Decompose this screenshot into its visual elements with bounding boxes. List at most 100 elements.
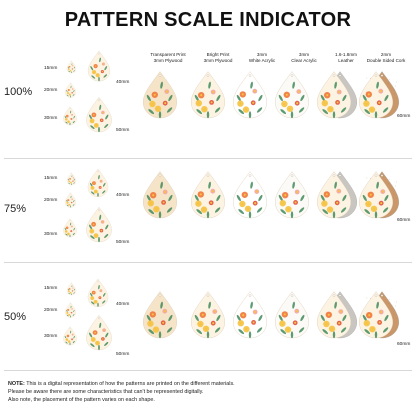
white-acrylic-icon (233, 71, 267, 119)
size-label-15mm: 15mm (44, 286, 58, 291)
column-header-line: 3mm Plywood (153, 58, 183, 63)
teardrop-sample (356, 170, 396, 220)
size-label-50mm: 50mm (116, 352, 130, 357)
teardrop-sample (84, 314, 114, 351)
leather-front-icon (317, 71, 351, 119)
size-label-30mm: 30mm (44, 116, 58, 121)
teardrop-sample (314, 290, 354, 340)
teardrop-sample (188, 290, 228, 340)
plywood-bright-icon (191, 171, 225, 219)
leather-front-icon (317, 171, 351, 219)
teardrop-sample (66, 172, 77, 186)
page-title: PATTERN SCALE INDICATOR (64, 9, 352, 31)
scale-label-75: 75% (4, 203, 27, 215)
small-sample-icon (63, 218, 77, 238)
column-header-cork: 2mm Double Sided Cork (358, 52, 414, 64)
column-header-bright-plywood: Bright Print 3mm Plywood (190, 52, 246, 64)
column-header-line: 3mm (298, 52, 310, 57)
cork-front-icon (359, 71, 393, 119)
small-sample-icon (64, 192, 77, 208)
cork-front-icon (359, 291, 393, 339)
column-header-clear-acrylic: 3mm Clear Acrylic (276, 52, 332, 64)
teardrop-sample (86, 168, 110, 198)
size-label-40mm: 40mm (116, 302, 130, 307)
teardrop-sample (64, 82, 77, 98)
column-header-line: 1.6-1.8mm (335, 52, 357, 57)
size-sample-icon (86, 206, 112, 243)
plywood-transparent-icon (143, 71, 177, 119)
column-header-line: Clear Acrylic (291, 58, 317, 63)
note-prefix: NOTE: (8, 381, 25, 387)
teardrop-sample (140, 70, 180, 120)
plywood-bright-icon (191, 71, 225, 119)
clear-acrylic-icon (275, 291, 309, 339)
teardrop-sample (188, 170, 228, 220)
size-sample-icon (86, 96, 112, 133)
column-header-line: Double Sided Cork (366, 58, 406, 63)
column-header-line: Bright Print (206, 52, 230, 57)
teardrop-sample (140, 290, 180, 340)
plywood-transparent-icon (143, 171, 177, 219)
teardrop-sample (86, 278, 110, 308)
small-sample-icon (66, 282, 77, 296)
column-header-line: Transparent Print (150, 52, 186, 57)
small-sample-icon (64, 302, 77, 318)
size-label-15mm: 15mm (44, 176, 58, 181)
size-label-60mm: 60mm (397, 218, 411, 223)
white-acrylic-icon (233, 291, 267, 339)
size-label-50mm: 50mm (116, 240, 130, 245)
teardrop-sample (62, 106, 78, 126)
column-header-line: 2mm (380, 52, 392, 57)
teardrop-sample (140, 170, 180, 220)
teardrop-sample (62, 218, 78, 238)
teardrop-sample (62, 326, 78, 346)
leather-front-icon (317, 291, 351, 339)
disclaimer-note: NOTE: This is a digital representation o… (8, 380, 408, 404)
plywood-bright-icon (191, 291, 225, 339)
section-divider (4, 262, 412, 263)
small-sample-icon (63, 106, 77, 126)
size-sample-icon (87, 278, 109, 307)
size-label-50mm: 50mm (116, 128, 130, 133)
column-header-line: Leather (338, 58, 354, 63)
column-header-line: 3mm Plywood (203, 58, 233, 63)
section-divider (4, 158, 412, 159)
clear-acrylic-icon (275, 71, 309, 119)
scale-label-50: 50% (4, 311, 27, 323)
size-label-20mm: 20mm (44, 308, 58, 313)
column-header-line: White Acrylic (248, 58, 276, 63)
size-label-20mm: 20mm (44, 88, 58, 93)
size-label-60mm: 60mm (397, 342, 411, 347)
small-sample-icon (66, 172, 77, 186)
teardrop-sample (64, 302, 77, 318)
teardrop-sample (84, 206, 114, 243)
teardrop-sample (314, 170, 354, 220)
teardrop-sample (188, 70, 228, 120)
column-header-leather: 1.6-1.8mm Leather (318, 52, 374, 64)
teardrop-sample (84, 96, 114, 133)
size-sample-icon (86, 314, 112, 351)
note-line: Please be aware there are some character… (8, 389, 204, 395)
scale-label-100: 100% (4, 86, 33, 98)
size-label-40mm: 40mm (116, 80, 130, 85)
note-line: Also note, the placement of the pattern … (8, 397, 155, 403)
size-label-60mm: 60mm (397, 114, 411, 119)
column-header-white-acrylic: 3mm White Acrylic (234, 52, 290, 64)
teardrop-sample (66, 282, 77, 296)
size-label-30mm: 30mm (44, 232, 58, 237)
teardrop-sample (314, 70, 354, 120)
plywood-transparent-icon (143, 291, 177, 339)
note-line: This is a digital representation of how … (26, 381, 235, 387)
column-header-transparent-plywood: Transparent Print 3mm Plywood (140, 52, 196, 64)
section-divider (4, 370, 412, 371)
teardrop-sample (272, 70, 312, 120)
size-label-30mm: 30mm (44, 334, 58, 339)
size-label-15mm: 15mm (44, 66, 58, 71)
teardrop-sample (230, 290, 270, 340)
white-acrylic-icon (233, 171, 267, 219)
teardrop-sample (64, 192, 77, 208)
teardrop-sample (230, 70, 270, 120)
size-label-20mm: 20mm (44, 198, 58, 203)
size-label-40mm: 40mm (116, 193, 130, 198)
clear-acrylic-icon (275, 171, 309, 219)
